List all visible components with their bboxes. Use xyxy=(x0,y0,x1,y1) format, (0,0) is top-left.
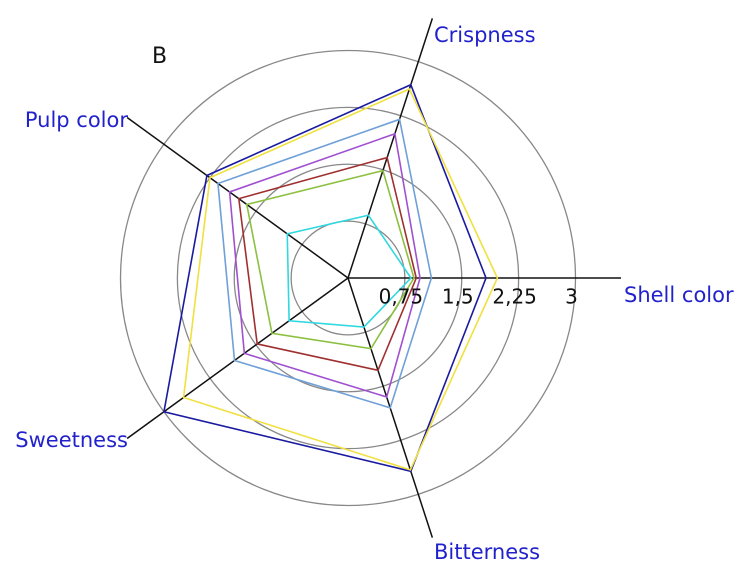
axis-line xyxy=(126,116,349,279)
series-line xyxy=(245,169,415,350)
series-line xyxy=(286,214,412,328)
chart-title: B xyxy=(152,44,167,69)
axis-label: Bitterness xyxy=(434,540,540,564)
r-tick-label: 1,5 xyxy=(442,285,474,309)
r-tick-label: 2,25 xyxy=(492,285,537,309)
r-tick-label: 3 xyxy=(565,285,578,309)
axis-line xyxy=(347,18,434,279)
series-line xyxy=(163,83,487,473)
series-line xyxy=(228,132,421,399)
axis-label: Crispness xyxy=(434,23,536,47)
axis-label: Shell color xyxy=(624,283,734,307)
series-line xyxy=(182,87,499,471)
series-line xyxy=(237,156,418,372)
series-line xyxy=(217,118,433,409)
axis-label: Sweetness xyxy=(15,428,128,452)
axis-label: Pulp color xyxy=(25,108,129,132)
r-tick-label: 0,75 xyxy=(379,285,424,309)
